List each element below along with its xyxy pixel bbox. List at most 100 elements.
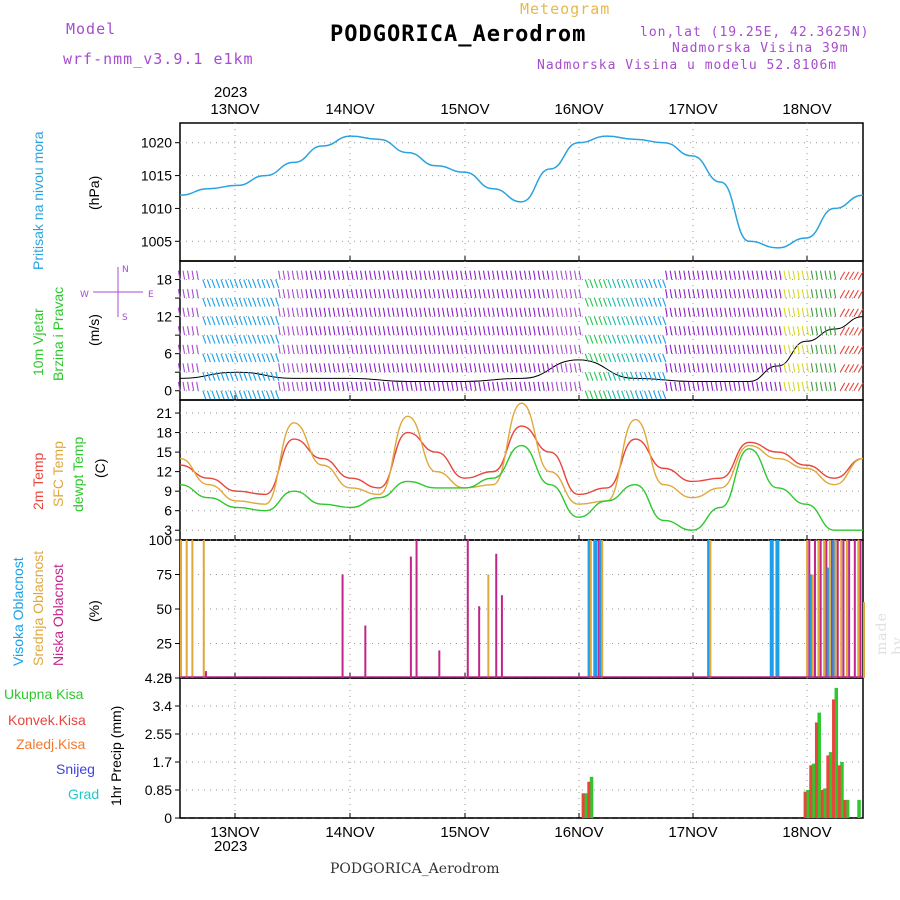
wind-barb xyxy=(630,390,635,400)
wind-barb xyxy=(492,289,495,299)
wind-barb xyxy=(519,344,523,354)
wind-barb xyxy=(598,353,603,363)
wind-barb xyxy=(396,363,400,373)
wind-barb xyxy=(202,279,207,289)
wind-barb xyxy=(806,344,809,354)
wind-barb xyxy=(220,316,225,326)
wind-barb xyxy=(473,307,477,317)
wind-barb xyxy=(191,381,195,391)
wind-barb xyxy=(341,326,345,336)
wind-barb xyxy=(464,381,468,391)
wind-barb xyxy=(341,289,345,299)
wind-barb xyxy=(305,326,309,336)
wind-barb xyxy=(551,270,554,280)
wind-barb xyxy=(806,307,809,317)
date-label-bottom: 17NOV xyxy=(668,824,717,841)
precip-total-bar xyxy=(817,712,821,818)
date-label-top: 18NOV xyxy=(782,101,831,118)
wind-barb xyxy=(196,344,199,354)
wind-barb xyxy=(187,289,190,299)
wind-barb xyxy=(423,363,427,373)
wind-barb xyxy=(243,297,248,307)
wind-barb xyxy=(270,279,275,289)
wind-barb xyxy=(464,270,468,280)
wind-barb xyxy=(621,279,626,289)
y-tick-label: 6 xyxy=(164,503,172,519)
precip-conv-bar xyxy=(587,781,591,818)
wind-barb xyxy=(432,326,436,336)
wind-barb xyxy=(710,363,714,373)
wind-barb xyxy=(328,307,331,317)
wind-barb xyxy=(574,381,577,391)
wind-barb xyxy=(437,381,441,391)
wind-barb xyxy=(405,381,409,391)
wind-barb xyxy=(473,344,477,354)
wind-barb xyxy=(256,279,262,289)
wind-barb xyxy=(630,279,635,289)
y-tick-label: 12 xyxy=(156,464,172,480)
wind-barb xyxy=(410,289,413,299)
wind-barb xyxy=(715,326,718,336)
wind-barb xyxy=(373,307,377,317)
wind-barb xyxy=(460,307,463,317)
wind-barb xyxy=(414,381,418,391)
panel-frame xyxy=(179,122,864,262)
wind-barb xyxy=(765,344,768,354)
wind-barb xyxy=(778,381,782,391)
wind-barb xyxy=(537,289,541,299)
wind-barb xyxy=(211,297,216,307)
wind-barb xyxy=(514,344,518,354)
wind-barb xyxy=(578,307,582,317)
wind-barb xyxy=(496,307,500,317)
wind-barb xyxy=(710,289,714,299)
wind-barb xyxy=(724,344,727,354)
wind-barb xyxy=(692,307,696,317)
wind-barb xyxy=(314,289,318,299)
wind-barb xyxy=(291,381,295,391)
precip-conv-bar xyxy=(843,799,847,818)
wind-barb xyxy=(265,316,271,326)
wind-barb xyxy=(584,297,589,307)
wind-barb xyxy=(460,326,463,336)
wind-barb xyxy=(625,279,630,289)
wind-barb xyxy=(678,307,682,317)
wind-barb xyxy=(387,381,390,391)
wind-barb xyxy=(578,381,582,391)
station-title: PODGORICA_Aerodrom xyxy=(330,22,587,47)
wind-barb xyxy=(451,307,454,317)
wind-barb xyxy=(341,307,345,317)
wind-barb xyxy=(256,353,262,363)
wind-barb xyxy=(593,334,598,344)
wind-barb xyxy=(616,279,621,289)
wind-barb xyxy=(243,334,248,344)
wind-barb xyxy=(211,334,216,344)
wind-barb xyxy=(319,289,322,299)
wind-barb xyxy=(569,289,573,299)
wind-barb xyxy=(756,381,759,391)
wind-barb xyxy=(589,316,594,326)
wind-barb xyxy=(369,326,372,336)
wind-barb xyxy=(350,289,354,299)
wind-barb xyxy=(355,307,359,317)
wind-barb xyxy=(247,279,252,289)
wind-barb xyxy=(300,270,304,280)
panel-frame xyxy=(179,677,864,819)
wind-barb xyxy=(261,390,266,400)
wind-barb xyxy=(220,279,225,289)
precip-total-bar xyxy=(857,799,861,818)
wind-barb xyxy=(265,334,271,344)
wind-barb xyxy=(593,372,598,381)
wind-barb xyxy=(256,316,262,326)
wind-barb xyxy=(788,270,791,280)
wind-barb xyxy=(492,326,495,336)
wind-barb xyxy=(414,307,418,317)
wind-barb xyxy=(857,327,864,336)
wind-barb xyxy=(410,363,413,373)
wind-barb xyxy=(760,363,764,373)
wind-barb xyxy=(270,390,275,400)
wind-barb xyxy=(282,289,286,299)
wind-barb xyxy=(574,363,577,373)
wind-barb xyxy=(419,307,422,317)
wind-barb xyxy=(710,307,714,317)
wind-barb xyxy=(414,326,418,336)
